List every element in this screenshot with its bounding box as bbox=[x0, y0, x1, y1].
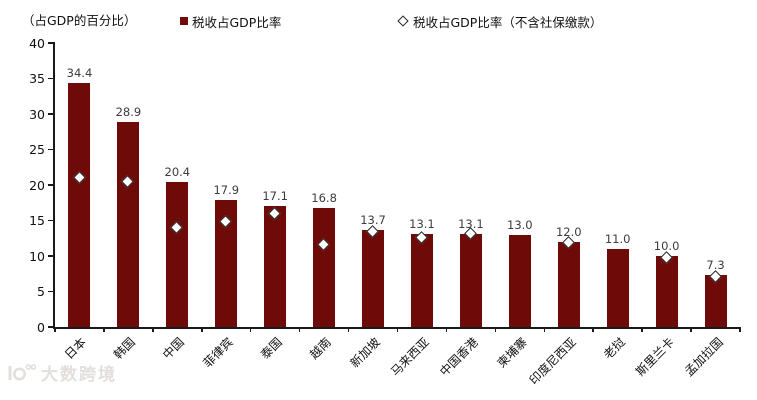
plot-area: 0 5 10 15 20 25 30 35 40 34.4 日本 28.9 韩国 20.4 中国 17.9 菲律… bbox=[29, 36, 741, 387]
bar-value-label: 17.9 bbox=[213, 182, 240, 197]
y-axis-tick-label: 0 bbox=[37, 319, 45, 335]
watermark-logo-icon bbox=[8, 363, 36, 380]
x-axis-tick bbox=[494, 327, 497, 332]
y-axis-tick-label: 15 bbox=[29, 213, 45, 228]
y-axis-unit-label: （占GDP的百分比） bbox=[22, 13, 137, 28]
bar-value-label: 13.7 bbox=[360, 212, 386, 227]
x-axis-tick bbox=[201, 327, 203, 332]
y-axis-tick-label: 5 bbox=[37, 284, 45, 299]
bar-value-label: 17.1 bbox=[262, 188, 288, 203]
x-axis-tick bbox=[54, 327, 56, 332]
bar-value-label: 13.1 bbox=[409, 216, 435, 231]
bar bbox=[215, 199, 238, 327]
y-axis-tick bbox=[48, 255, 55, 257]
y-axis-tick bbox=[48, 184, 55, 186]
x-axis-tick bbox=[249, 327, 252, 332]
bar-value-label: 10.0 bbox=[653, 239, 680, 253]
x-axis-tick bbox=[445, 327, 448, 332]
legend-item-bar-series: 税收占GDP比率 bbox=[180, 12, 281, 30]
bar bbox=[508, 234, 531, 327]
y-axis-tick-label: 10 bbox=[29, 248, 45, 264]
bar bbox=[557, 241, 580, 327]
x-axis-tick bbox=[690, 327, 692, 332]
bar-value-label: 28.9 bbox=[115, 104, 142, 119]
bar-value-label: 16.8 bbox=[311, 190, 337, 205]
x-axis-tick bbox=[347, 327, 350, 332]
y-axis-tick bbox=[48, 326, 55, 328]
y-axis-tick bbox=[48, 113, 55, 115]
y-axis-tick-label: 40 bbox=[29, 35, 45, 51]
x-axis-tick bbox=[396, 327, 399, 332]
bar-value-label: 12.0 bbox=[555, 224, 582, 239]
bar bbox=[606, 248, 629, 327]
y-axis-tick-label: 20 bbox=[29, 177, 45, 193]
y-axis-tick-label: 35 bbox=[29, 71, 45, 86]
y-axis-tick bbox=[48, 148, 55, 151]
bar-value-label: 20.4 bbox=[164, 165, 191, 180]
diamond-series-swatch-icon bbox=[397, 15, 409, 27]
y-axis-tick bbox=[48, 219, 55, 222]
bar bbox=[655, 256, 678, 327]
y-axis-tick bbox=[48, 77, 55, 80]
bar bbox=[68, 82, 91, 327]
x-axis-tick bbox=[543, 327, 546, 332]
bar bbox=[459, 233, 482, 327]
bar bbox=[410, 233, 433, 327]
legend-label-diamond-series: 税收占GDP比率（不含社保缴款） bbox=[413, 14, 603, 30]
bar-value-label: 34.4 bbox=[66, 65, 93, 80]
bar-value-label: 13.0 bbox=[507, 217, 533, 232]
x-axis-tick bbox=[739, 327, 741, 332]
x-axis-tick bbox=[298, 327, 301, 332]
y-axis-tick-label: 30 bbox=[29, 106, 45, 122]
bar-value-label: 13.1 bbox=[458, 216, 484, 231]
x-axis-tick bbox=[641, 327, 643, 332]
y-axis-tick bbox=[48, 42, 55, 44]
bar bbox=[166, 182, 189, 327]
legend-label-bar-series: 税收占GDP比率 bbox=[192, 14, 282, 30]
watermark: 大数跨境 bbox=[6, 360, 117, 385]
y-axis-tick bbox=[48, 290, 55, 293]
bar-value-label: 11.0 bbox=[604, 231, 631, 246]
x-axis-tick bbox=[103, 327, 105, 332]
x-axis-tick bbox=[152, 327, 154, 332]
bar bbox=[362, 229, 385, 327]
bar bbox=[704, 275, 727, 327]
bar bbox=[117, 121, 140, 327]
watermark-text: 大数跨境 bbox=[41, 365, 117, 385]
bar bbox=[264, 205, 287, 327]
bar-series-swatch-icon bbox=[180, 17, 188, 25]
legend-item-diamond-series: 税收占GDP比率（不含社保缴款） bbox=[397, 12, 603, 30]
y-axis-tick-label: 25 bbox=[29, 142, 45, 157]
bar bbox=[313, 207, 336, 327]
bar-value-label: 7.3 bbox=[706, 258, 725, 273]
x-axis-tick bbox=[592, 327, 594, 332]
